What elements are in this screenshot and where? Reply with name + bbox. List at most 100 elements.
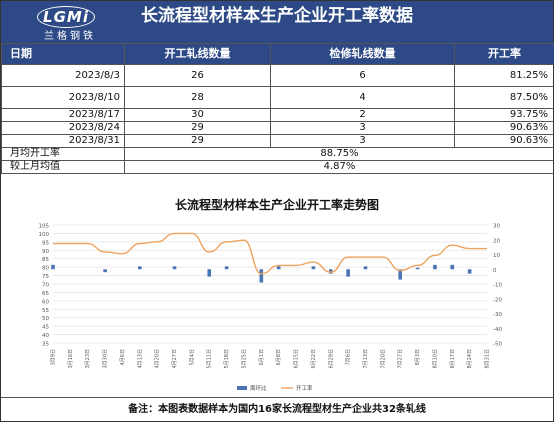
cell-date: 2023/8/24	[1, 121, 125, 135]
summary-label: 月均开工率	[1, 147, 125, 161]
x-axis-tick-label: 6月29日	[328, 349, 334, 369]
x-axis-tick-label: 8月31日	[485, 349, 491, 369]
bar-week-change	[276, 266, 281, 270]
x-axis-tick-label: 6月22日	[311, 349, 317, 369]
logo-text: 兰格钢铁	[44, 31, 96, 42]
right-axis-tick-label: 0	[493, 268, 497, 274]
x-axis-tick-label: 3月9日	[51, 349, 57, 365]
cell-rate: 87.50%	[454, 86, 554, 109]
summary-row-vs-last-month: 较上月均值 4.87%	[1, 160, 554, 174]
summary-value: 88.75%	[124, 147, 554, 161]
left-axis-tick-label: 80	[42, 266, 49, 272]
bar-week-change	[138, 266, 142, 270]
bar-week-change	[450, 264, 455, 270]
table-row: 2023/8/24 29 3 90.63%	[1, 121, 554, 135]
x-axis-tick-label: 4月27日	[172, 349, 178, 369]
cell-date: 2023/8/31	[1, 134, 125, 148]
x-axis-tick-label: 7月13日	[363, 349, 369, 369]
table-row: 2023/8/3 26 6 81.25%	[1, 64, 554, 87]
operating-rate-table: 日期 开工轧线数量 检修轧线数量 开工率 2023/8/3 26 6 81.25…	[1, 43, 554, 174]
left-axis-tick-label: 105	[39, 224, 50, 230]
x-axis-tick-label: 8月24日	[467, 349, 473, 369]
cell-maintenance: 4	[270, 86, 455, 109]
bar-week-change	[224, 266, 229, 270]
x-axis-tick-label: 8月17日	[450, 349, 456, 369]
bar-week-change	[398, 269, 402, 280]
trend-chart: 长流程型材样本生产企业开工率走势图 35 40 45 50 55 60 65 70 75 80 85 9…	[1, 185, 553, 397]
cell-running: 29	[124, 121, 271, 135]
left-axis-tick-label: 70	[42, 283, 49, 289]
header-bar: LGMi 兰格钢铁 长流程型材样本生产企业开工率数据	[1, 1, 553, 43]
x-axis-tick-label: 8月3日	[415, 349, 421, 365]
column-header-rate: 开工率	[454, 43, 554, 65]
right-axis-tick-label: 30	[493, 224, 500, 230]
bar-week-change	[467, 269, 472, 274]
cell-rate: 90.63%	[454, 134, 554, 148]
cell-rate: 90.63%	[454, 121, 554, 135]
right-axis-tick-label: -20	[493, 297, 502, 303]
right-axis-tick-label: 10	[493, 253, 500, 259]
company-logo: LGMi 兰格钢铁	[35, 5, 105, 42]
left-axis-tick-label: 35	[42, 342, 49, 348]
left-axis-tick-label: 100	[39, 232, 50, 238]
x-axis-tick-label: 6月8日	[276, 349, 282, 365]
footnote: 备注：本图表数据样本为国内16家长流程型材生产企业共32条轧线	[1, 397, 553, 422]
x-axis-tick-label: 7月20日	[380, 349, 386, 369]
cell-date: 2023/8/10	[1, 86, 125, 109]
table-row: 2023/8/10 28 4 87.50%	[1, 86, 554, 109]
x-axis-tick-label: 7月27日	[398, 349, 404, 369]
left-axis-tick-label: 40	[42, 333, 49, 339]
bar-week-change	[346, 269, 350, 277]
cell-date: 2023/8/17	[1, 108, 125, 122]
bar-week-change	[328, 269, 333, 274]
table-header-row: 日期 开工轧线数量 检修轧线数量 开工率	[1, 43, 554, 65]
left-axis-tick-label: 60	[42, 299, 49, 305]
bar-week-change	[259, 269, 264, 283]
bar-week-change	[363, 266, 368, 270]
table-row: 2023/8/17 30 2 93.75%	[1, 108, 554, 122]
x-axis-tick-label: 6月15日	[294, 349, 300, 369]
cell-maintenance: 3	[270, 134, 455, 148]
cell-running: 28	[124, 86, 271, 109]
right-axis-tick-label: -10	[493, 283, 502, 289]
cell-running: 30	[124, 108, 271, 122]
cell-maintenance: 6	[270, 64, 455, 87]
x-axis-tick-label: 3月30日	[103, 349, 109, 369]
legend-label-operating-rate: 开工率	[296, 384, 313, 392]
x-axis-tick-label: 6月1日	[259, 349, 265, 365]
chart-title: 长流程型材样本生产企业开工率走势图	[175, 197, 379, 212]
cell-date: 2023/8/3	[1, 64, 125, 87]
legend-swatch-week-change	[237, 386, 247, 390]
x-axis-tick-label: 7月6日	[346, 349, 352, 365]
left-axis-tick-label: 65	[42, 291, 49, 297]
cell-maintenance: 3	[270, 121, 455, 135]
x-axis-tick-label: 3月16日	[68, 349, 74, 369]
right-axis-tick-label: -50	[493, 342, 502, 348]
cell-rate: 81.25%	[454, 64, 554, 87]
cell-running: 26	[124, 64, 271, 87]
bar-week-change	[51, 264, 55, 270]
x-axis-tick-label: 5月25日	[241, 349, 247, 369]
summary-row-monthly-average: 月均开工率 88.75%	[1, 147, 554, 161]
bar-week-change	[415, 267, 420, 270]
left-axis-tick-label: 90	[42, 249, 49, 255]
line-operating-rate	[53, 232, 487, 275]
cell-rate: 93.75%	[454, 108, 554, 122]
logo-mark: LGMi	[37, 6, 95, 28]
right-axis-tick-label: -40	[493, 327, 502, 333]
page-title: 长流程型材样本生产企业开工率数据	[141, 6, 413, 26]
right-axis-tick-label: 20	[493, 238, 500, 244]
bar-week-change	[172, 266, 177, 270]
left-axis-tick-label: 55	[42, 308, 49, 314]
x-axis-tick-label: 4月6日	[120, 349, 126, 365]
x-axis-tick-label: 4月13日	[137, 349, 143, 369]
summary-label: 较上月均值	[1, 160, 125, 174]
summary-value: 4.87%	[124, 160, 554, 174]
table-row: 2023/8/31 29 3 90.63%	[1, 134, 554, 148]
left-axis-tick-label: 95	[42, 240, 49, 246]
chart-svg: 长流程型材样本生产企业开工率走势图 35 40 45 50 55 60 65 70 75 80 85 9…	[39, 197, 503, 392]
x-axis-tick-label: 4月20日	[155, 349, 161, 369]
bar-week-change	[433, 264, 437, 270]
legend-label-week-change: 周环比	[250, 384, 267, 392]
